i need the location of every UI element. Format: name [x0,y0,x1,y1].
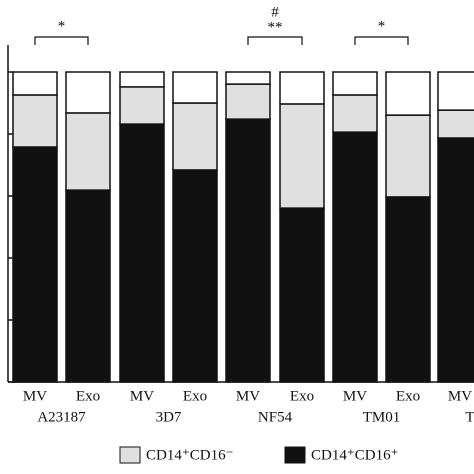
x-tick-label: MV [130,388,154,404]
bar-segment [279,71,325,105]
bar-segment [437,109,474,139]
significance-label: * [378,18,386,34]
x-tick-label: MV [23,388,47,404]
group-label: NF54 [258,409,293,425]
bar-segment [12,94,58,148]
bar-segment [65,189,111,383]
bracket [34,36,89,45]
significance-label: # [271,4,279,20]
bar-segment [385,196,431,383]
x-tick-label: MV [236,388,260,404]
bar-segment [225,71,271,85]
group-label: T [465,409,474,425]
legend-label: CD14⁺CD16⁻ [146,447,234,463]
bar-segment [172,71,218,104]
x-tick-label: Exo [76,388,100,404]
x-tick-label: Exo [396,388,420,404]
bar-segment [65,71,111,114]
bar-segment [385,71,431,116]
x-tick-label: MV [343,388,367,404]
bracket [247,36,303,45]
x-tick-label: Exo [183,388,207,404]
group-label: 3D7 [156,409,182,425]
bar-segment [225,118,271,383]
group-label: TM01 [363,409,401,425]
group-label: A23187 [37,409,86,425]
bar-segment [119,123,165,383]
bar-segment [119,71,165,88]
bar-segment [12,146,58,383]
significance-label: * [58,18,66,34]
bar-segment [437,137,474,383]
bar-segment [172,102,218,171]
bracket [354,36,409,45]
bar-segment [225,83,271,120]
bar-segment [437,71,474,111]
bar-segment [12,71,58,96]
legend-swatch [119,446,141,464]
bar-segment [119,86,165,125]
bar-segment [65,112,111,191]
bar-segment [332,71,378,96]
significance-label: ** [268,19,283,35]
bar-segment [332,94,378,133]
bar-segment [332,131,378,383]
x-tick-label: Exo [290,388,314,404]
legend-label: CD14⁺CD16⁺ [311,447,399,463]
x-tick-label: MV [448,388,472,404]
bar-segment [385,114,431,198]
bar-segment [279,103,325,209]
legend-swatch [284,446,306,464]
bar-segment [172,169,218,383]
bar-segment [279,207,325,383]
